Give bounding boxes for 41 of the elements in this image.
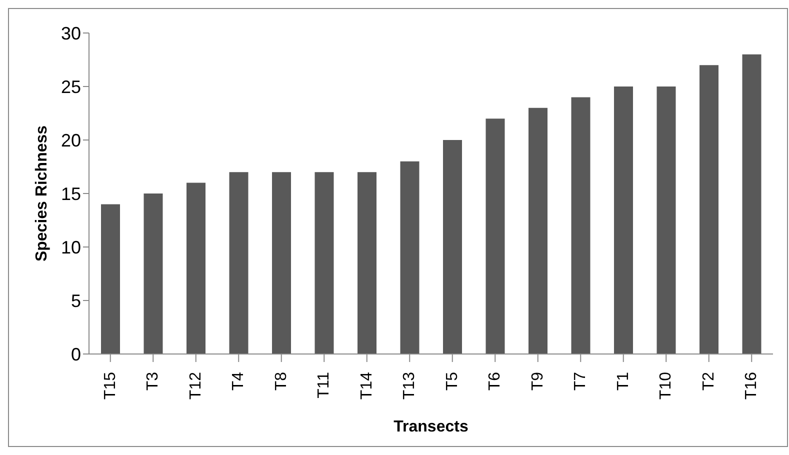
y-tick-label: 0 xyxy=(70,344,81,364)
x-tick-label: T13 xyxy=(401,372,418,400)
x-tick-label: T5 xyxy=(444,372,461,391)
y-tick-label: 10 xyxy=(60,237,81,258)
bar xyxy=(272,172,291,354)
bar xyxy=(528,108,548,354)
bar xyxy=(144,194,163,354)
x-tick-label: T1 xyxy=(614,372,632,391)
bar xyxy=(656,86,676,354)
bar xyxy=(700,65,718,354)
y-tick-label: 25 xyxy=(60,76,81,97)
x-tick-label: T8 xyxy=(272,372,290,391)
x-tick-label: T7 xyxy=(572,372,590,391)
y-axis-title: Species Richness xyxy=(34,125,51,262)
x-tick-label: T3 xyxy=(144,372,162,391)
x-tick-label: T15 xyxy=(102,372,119,400)
x-tick-label: T10 xyxy=(658,372,675,400)
x-tick-label: T12 xyxy=(187,372,204,400)
x-tick-label: T11 xyxy=(316,372,333,398)
bar xyxy=(486,118,505,354)
bar xyxy=(101,204,120,354)
bar xyxy=(186,182,206,354)
bar xyxy=(443,140,462,354)
bar xyxy=(614,86,633,354)
x-tick-label: T9 xyxy=(529,372,546,391)
x-tick-label: T4 xyxy=(230,372,248,391)
x-tick-label: T16 xyxy=(743,372,760,400)
x-axis-title: Transects xyxy=(394,418,468,436)
x-tick-label: T14 xyxy=(358,372,376,400)
x-tick-label: T2 xyxy=(700,372,718,391)
bar xyxy=(314,172,334,354)
bar xyxy=(358,172,376,354)
bar xyxy=(229,172,248,354)
y-tick-label: 30 xyxy=(60,23,81,44)
y-tick-label: 5 xyxy=(70,290,81,311)
y-tick-label: 20 xyxy=(60,130,81,150)
bar xyxy=(400,161,420,354)
bar xyxy=(742,54,762,354)
y-tick-label: 15 xyxy=(60,184,81,204)
bar xyxy=(571,97,590,354)
x-tick-label: T6 xyxy=(486,372,504,391)
